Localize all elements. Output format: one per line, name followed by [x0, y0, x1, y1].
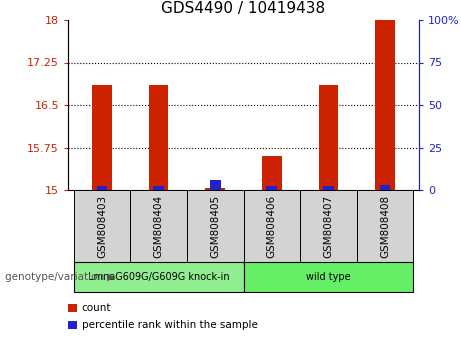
Bar [205, 188, 225, 190]
Text: genotype/variation ▶: genotype/variation ▶ [5, 272, 115, 282]
Bar [262, 156, 282, 190]
Bar [243, 262, 414, 292]
Bar [92, 85, 112, 190]
Text: GSM808405: GSM808405 [210, 194, 220, 258]
Bar [153, 186, 164, 190]
Text: count: count [82, 303, 111, 313]
Bar [187, 190, 243, 262]
Bar [266, 186, 277, 190]
Bar [243, 190, 300, 262]
Bar [130, 190, 187, 262]
Bar [375, 20, 395, 190]
Bar [300, 190, 357, 262]
Text: GSM808407: GSM808407 [324, 194, 333, 258]
Bar [319, 85, 338, 190]
Bar [210, 180, 221, 190]
Text: GSM808404: GSM808404 [154, 194, 164, 258]
Bar [357, 190, 414, 262]
Text: GSM808403: GSM808403 [97, 194, 107, 258]
Bar [96, 186, 107, 190]
Bar [379, 185, 390, 190]
Bar [323, 186, 334, 190]
Text: wild type: wild type [306, 272, 351, 282]
Text: GSM808406: GSM808406 [267, 194, 277, 258]
Text: LmnaG609G/G609G knock-in: LmnaG609G/G609G knock-in [88, 272, 230, 282]
Title: GDS4490 / 10419438: GDS4490 / 10419438 [161, 1, 325, 16]
Text: percentile rank within the sample: percentile rank within the sample [82, 320, 258, 330]
Bar [149, 85, 168, 190]
Bar [74, 190, 130, 262]
Text: GSM808408: GSM808408 [380, 194, 390, 258]
Bar [74, 262, 243, 292]
